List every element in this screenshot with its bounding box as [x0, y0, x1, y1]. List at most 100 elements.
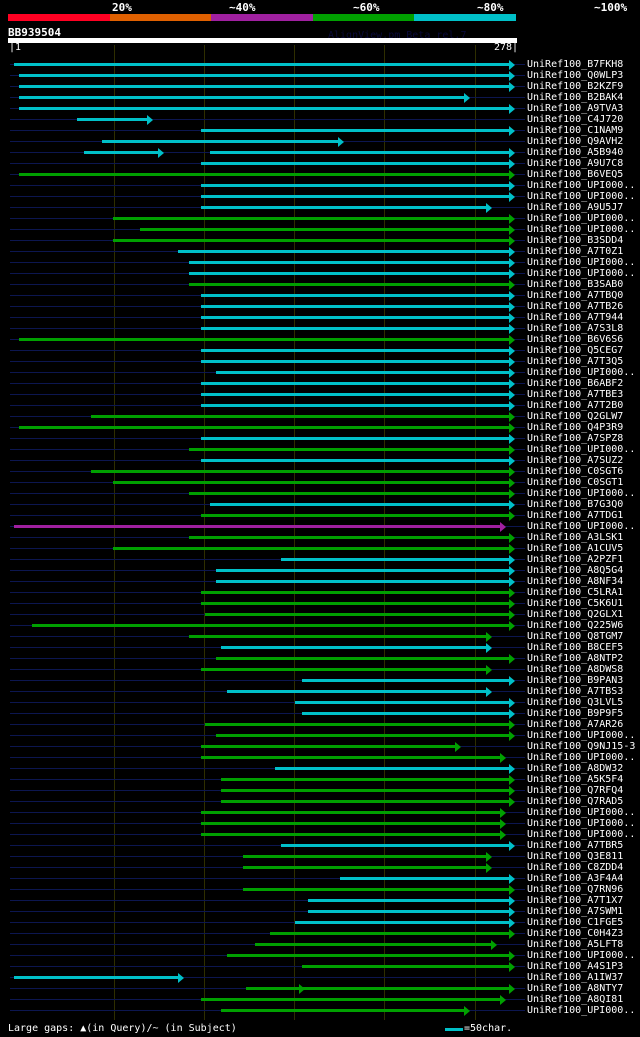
hit-label[interactable]: UniRef100_A7SPZ8 [527, 433, 624, 444]
hit-segment[interactable] [246, 987, 299, 990]
hit-segment[interactable] [102, 140, 339, 143]
hit-label[interactable]: UniRef100_A7TBE3 [527, 389, 624, 400]
hit-label[interactable]: UniRef100_A5B940 [527, 147, 624, 158]
alignment-row[interactable]: UniRef100_A7T0Z1 [0, 246, 640, 257]
hit-label[interactable]: UniRef100_UPI000.. [527, 1005, 636, 1016]
alignment-row[interactable]: UniRef100_UPI000.. [0, 180, 640, 191]
hit-segment[interactable] [226, 690, 486, 693]
hit-label[interactable]: UniRef100_UPI000.. [527, 521, 636, 532]
alignment-row[interactable]: UniRef100_C1NAM9 [0, 125, 640, 136]
hit-label[interactable]: UniRef100_B2BAK4 [527, 92, 624, 103]
alignment-row[interactable]: UniRef100_A7TBR5 [0, 840, 640, 851]
alignment-row[interactable]: UniRef100_A1IW37 [0, 972, 640, 983]
hit-segment[interactable] [215, 580, 510, 583]
alignment-row[interactable]: UniRef100_A7SWM1 [0, 906, 640, 917]
alignment-row[interactable]: UniRef100_A8NTP2 [0, 653, 640, 664]
hit-segment[interactable] [204, 613, 510, 616]
hit-segment[interactable] [201, 393, 510, 396]
hit-segment[interactable] [210, 151, 510, 154]
alignment-row[interactable]: UniRef100_C0SGT6 [0, 466, 640, 477]
alignment-row[interactable]: UniRef100_Q0WLP3 [0, 70, 640, 81]
hit-label[interactable]: UniRef100_Q4P3R9 [527, 422, 624, 433]
alignment-row[interactable]: UniRef100_C0SGT1 [0, 477, 640, 488]
hit-segment[interactable] [221, 800, 510, 803]
hit-segment[interactable] [201, 349, 510, 352]
hit-segment[interactable] [242, 866, 486, 869]
alignment-row[interactable]: UniRef100_A5K5F4 [0, 774, 640, 785]
hit-label[interactable]: UniRef100_UPI000.. [527, 367, 636, 378]
hit-label[interactable]: UniRef100_A7T3Q5 [527, 356, 624, 367]
hit-segment[interactable] [201, 668, 486, 671]
hit-label[interactable]: UniRef100_Q3E811 [527, 851, 624, 862]
alignment-row[interactable]: UniRef100_Q2GLX1 [0, 609, 640, 620]
hit-label[interactable]: UniRef100_A5LFT8 [527, 939, 624, 950]
alignment-row[interactable]: UniRef100_A9TVA3 [0, 103, 640, 114]
hit-segment[interactable] [302, 712, 510, 715]
alignment-row[interactable]: UniRef100_B6V6S6 [0, 334, 640, 345]
alignment-row[interactable]: UniRef100_B9PAN3 [0, 675, 640, 686]
hit-label[interactable]: UniRef100_B6VEQ5 [527, 169, 624, 180]
hit-segment[interactable] [302, 679, 510, 682]
hit-label[interactable]: UniRef100_C0SGT1 [527, 477, 624, 488]
hit-segment[interactable] [269, 932, 510, 935]
hit-segment[interactable] [221, 1009, 465, 1012]
hit-label[interactable]: UniRef100_A8NTP2 [527, 653, 624, 664]
alignment-row[interactable]: UniRef100_B3SDD4 [0, 235, 640, 246]
alignment-row[interactable]: UniRef100_C4J720 [0, 114, 640, 125]
hit-segment[interactable] [201, 327, 510, 330]
hit-segment[interactable] [226, 954, 510, 957]
alignment-row[interactable]: UniRef100_Q5CEG7 [0, 345, 640, 356]
alignment-row[interactable]: UniRef100_A7T2B0 [0, 400, 640, 411]
hit-segment[interactable] [340, 877, 510, 880]
hit-segment[interactable] [302, 965, 510, 968]
hit-segment[interactable] [280, 844, 510, 847]
alignment-row[interactable]: UniRef100_C0H4Z3 [0, 928, 640, 939]
alignment-row[interactable]: UniRef100_A7TDG1 [0, 510, 640, 521]
hit-label[interactable]: UniRef100_A3LSK1 [527, 532, 624, 543]
hit-label[interactable]: UniRef100_A3F4A4 [527, 873, 624, 884]
hit-segment[interactable] [14, 976, 178, 979]
hit-segment[interactable] [84, 151, 159, 154]
alignment-row[interactable]: UniRef100_Q9NJ15-3 [0, 741, 640, 752]
hit-segment[interactable] [113, 217, 510, 220]
alignment-row[interactable]: UniRef100_B3SAB0 [0, 279, 640, 290]
alignment-row[interactable]: UniRef100_UPI000.. [0, 268, 640, 279]
alignment-row[interactable]: UniRef100_Q7RFQ4 [0, 785, 640, 796]
hit-segment[interactable] [242, 855, 486, 858]
hit-segment[interactable] [201, 459, 510, 462]
hit-segment[interactable] [14, 525, 501, 528]
hit-label[interactable]: UniRef100_Q8TGM7 [527, 631, 624, 642]
hit-segment[interactable] [201, 591, 510, 594]
alignment-row[interactable]: UniRef100_B9P9F5 [0, 708, 640, 719]
alignment-row[interactable]: UniRef100_A8DWS8 [0, 664, 640, 675]
hit-label[interactable]: UniRef100_A9U7C8 [527, 158, 624, 169]
alignment-row[interactable]: UniRef100_C8ZDD4 [0, 862, 640, 873]
hit-label[interactable]: UniRef100_A1IW37 [527, 972, 624, 983]
alignment-row[interactable]: UniRef100_Q225W6 [0, 620, 640, 631]
hit-label[interactable]: UniRef100_A7T944 [527, 312, 624, 323]
hit-segment[interactable] [307, 899, 510, 902]
alignment-row[interactable]: UniRef100_UPI000.. [0, 818, 640, 829]
alignment-row[interactable]: UniRef100_A5LFT8 [0, 939, 640, 950]
hit-label[interactable]: UniRef100_A7TBQ0 [527, 290, 624, 301]
hit-segment[interactable] [19, 338, 510, 341]
hit-label[interactable]: UniRef100_B7G3Q0 [527, 499, 624, 510]
alignment-row[interactable]: UniRef100_A7SUZ2 [0, 455, 640, 466]
hit-label[interactable]: UniRef100_UPI000.. [527, 224, 636, 235]
alignment-row[interactable]: UniRef100_B2KZF9 [0, 81, 640, 92]
alignment-row[interactable]: UniRef100_A8QI81 [0, 994, 640, 1005]
alignment-row[interactable]: UniRef100_A7T3Q5 [0, 356, 640, 367]
hit-label[interactable]: UniRef100_Q7RFQ4 [527, 785, 624, 796]
alignment-row[interactable]: UniRef100_A8NF34 [0, 576, 640, 587]
hit-label[interactable]: UniRef100_A4S1P3 [527, 961, 624, 972]
alignment-row[interactable]: UniRef100_A8DW32 [0, 763, 640, 774]
hit-label[interactable]: UniRef100_A8NTY7 [527, 983, 624, 994]
hit-segment[interactable] [32, 624, 510, 627]
hit-segment[interactable] [113, 481, 510, 484]
alignment-row[interactable]: UniRef100_UPI000.. [0, 752, 640, 763]
alignment-row[interactable]: UniRef100_A7TBQ0 [0, 290, 640, 301]
hit-label[interactable]: UniRef100_UPI000.. [527, 213, 636, 224]
hit-segment[interactable] [221, 778, 510, 781]
hit-label[interactable]: UniRef100_A7T0Z1 [527, 246, 624, 257]
alignment-row[interactable]: UniRef100_A7T944 [0, 312, 640, 323]
